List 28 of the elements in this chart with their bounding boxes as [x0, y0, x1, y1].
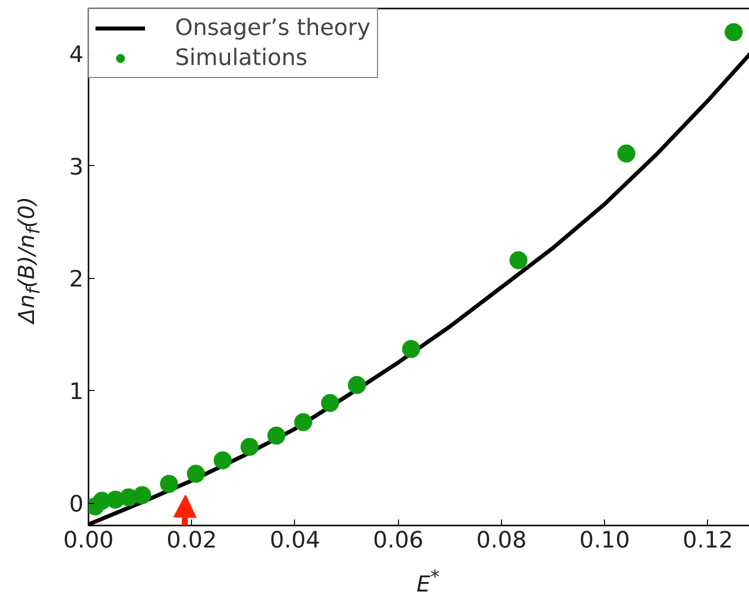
x-tick-label: 0.00 [63, 528, 114, 554]
point [509, 251, 528, 270]
x-tick-label: 0.10 [579, 528, 630, 554]
point [348, 376, 366, 394]
point [186, 464, 205, 483]
x-axis-title: E$^{*}$ [416, 566, 440, 596]
point [133, 486, 152, 504]
x-tick-label: 0.08 [476, 528, 527, 554]
legend-label: Onsager’s theory [175, 15, 370, 41]
x-tick-label: 0.02 [166, 528, 217, 554]
point [240, 438, 259, 456]
point [294, 413, 312, 432]
x-tick-label: 0.12 [682, 528, 734, 554]
y-tick-label: 0 [69, 492, 84, 518]
legend-label: Simulations [175, 45, 308, 71]
point [321, 394, 340, 412]
point [402, 340, 420, 358]
point [160, 474, 178, 493]
x-tick-label: 0.04 [270, 528, 320, 554]
y-tick-label: 4 [69, 42, 84, 68]
x-tick-label: 0.06 [372, 528, 424, 554]
point [724, 23, 743, 42]
point [617, 144, 636, 162]
y-tick-label: 1 [69, 379, 84, 406]
point [267, 426, 286, 445]
point [214, 451, 232, 470]
y-tick-label: 2 [69, 266, 84, 293]
y-tick-label: 3 [69, 154, 84, 180]
